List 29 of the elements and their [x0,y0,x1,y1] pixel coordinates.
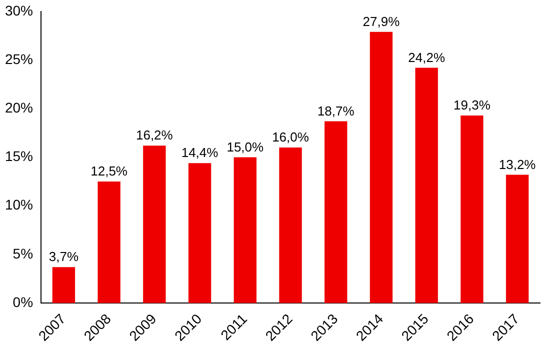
data-label: 13,2% [498,156,536,172]
y-tick-label: 0% [12,294,34,310]
bar [52,267,76,304]
bar [415,68,438,304]
y-tick-label: 20% [4,99,34,116]
data-label: 14,4% [181,145,219,160]
bar [188,163,212,304]
bar [98,182,120,304]
data-label: 15,0% [226,139,264,154]
data-label: 27,9% [362,14,400,29]
bar [324,121,348,304]
data-label: 16,2% [136,128,174,143]
bar [234,157,256,304]
y-tick-label: 15% [4,148,34,164]
data-label: 18,7% [317,103,355,118]
bar [279,148,302,304]
bar [370,32,393,304]
data-label: 19,3% [454,98,491,113]
bar [506,174,529,304]
y-tick-label: 5% [12,245,34,262]
data-label: 24,2% [408,50,446,65]
data-label: 12,5% [90,164,128,179]
bar [143,146,166,304]
data-label: 3,7% [48,249,79,264]
y-tick-label: 10% [4,196,34,213]
y-tick-label: 25% [4,50,34,67]
y-tick-label: 30% [4,2,34,18]
bar [460,115,484,304]
data-label: 16,0% [272,130,310,145]
